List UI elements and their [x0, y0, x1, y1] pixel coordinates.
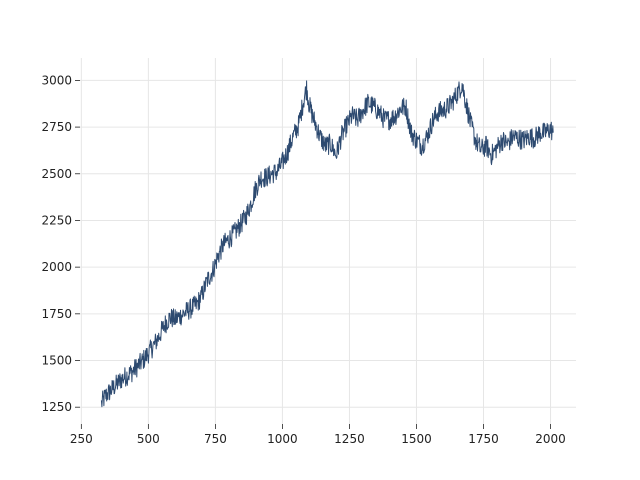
x-tick-label: 1000: [267, 432, 298, 446]
x-tick-label: 1750: [468, 432, 499, 446]
x-tick-label: 750: [204, 432, 227, 446]
y-tick-label: 3000: [41, 73, 72, 87]
y-tick-label: 2750: [41, 120, 72, 134]
x-tick-label: 250: [70, 432, 93, 446]
y-tick-label: 1750: [41, 307, 72, 321]
x-tick-label: 500: [137, 432, 160, 446]
data-series-line: [100, 80, 554, 408]
x-tick-label: 1500: [401, 432, 432, 446]
x-tick-label: 1250: [334, 432, 365, 446]
grid-layer: [80, 58, 576, 424]
axis-layer: 250 500 750 1000 1250 1500 1750 2000 1250 1500 175…: [41, 73, 565, 446]
y-tick-label: 1250: [41, 400, 72, 414]
y-tick-label: 2250: [41, 213, 72, 227]
y-tick-label: 1500: [41, 354, 72, 368]
y-tick-label: 2000: [41, 260, 72, 274]
x-tick-label: 2000: [535, 432, 566, 446]
data-line-layer: [100, 80, 554, 408]
y-tick-label: 2500: [41, 167, 72, 181]
